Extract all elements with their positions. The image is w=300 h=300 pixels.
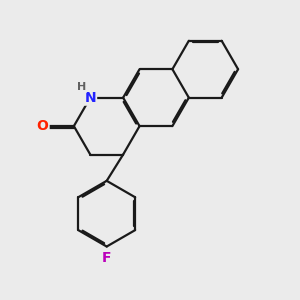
Text: O: O xyxy=(37,119,49,133)
Text: N: N xyxy=(85,91,96,105)
Text: F: F xyxy=(102,251,112,265)
Text: H: H xyxy=(77,82,86,92)
